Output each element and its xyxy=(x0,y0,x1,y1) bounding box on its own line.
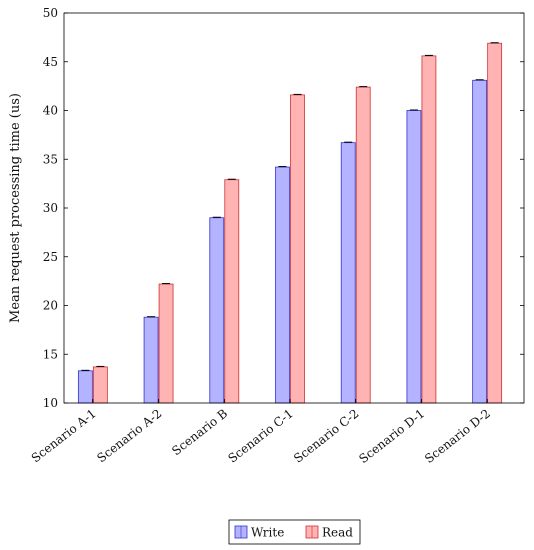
x-tick-label: Scenario D-2 xyxy=(422,406,493,466)
y-axis-title: Mean request processing time (us) xyxy=(8,93,23,323)
bar-write xyxy=(275,166,290,404)
bar-write xyxy=(77,370,93,404)
y-axis-ticks: 10 15 20 25 30 35 40 45 50 xyxy=(43,6,524,410)
bars-layer xyxy=(77,42,503,404)
y-tick-label: 10 xyxy=(43,396,58,410)
y-tick-label: 20 xyxy=(43,299,58,313)
y-tick-label: 25 xyxy=(43,250,58,264)
bar-write xyxy=(143,316,159,404)
bar-write xyxy=(472,79,488,404)
bar-read xyxy=(92,366,108,404)
x-tick-label: Scenario C-2 xyxy=(291,406,361,465)
x-tick-label: Scenario D-1 xyxy=(356,406,427,466)
bar-write xyxy=(209,217,225,404)
y-tick-label: 30 xyxy=(43,201,58,215)
bar-read xyxy=(224,179,240,404)
bar-write xyxy=(340,142,356,404)
x-tick-label: Scenario B xyxy=(169,406,230,458)
bar-read xyxy=(487,42,503,404)
legend-box xyxy=(228,519,361,545)
bar-read xyxy=(290,94,305,404)
y-tick-label: 40 xyxy=(43,104,58,118)
bar-read xyxy=(355,86,371,404)
y-tick-label: 50 xyxy=(43,6,58,20)
bar-read xyxy=(421,55,437,404)
legend-label-write: Write xyxy=(251,526,284,540)
x-tick-label: Scenario C-1 xyxy=(225,406,295,465)
y-tick-label: 35 xyxy=(43,152,58,166)
y-tick-label: 15 xyxy=(43,347,58,361)
legend-label-read: Read xyxy=(322,526,353,540)
y-tick-label: 45 xyxy=(43,55,58,69)
bar-write xyxy=(406,110,422,404)
x-tick-label: Scenario A-2 xyxy=(94,406,164,465)
x-tick-label: Scenario A-1 xyxy=(29,406,99,465)
legend: Write Read xyxy=(228,519,361,545)
bar-read xyxy=(158,283,174,404)
